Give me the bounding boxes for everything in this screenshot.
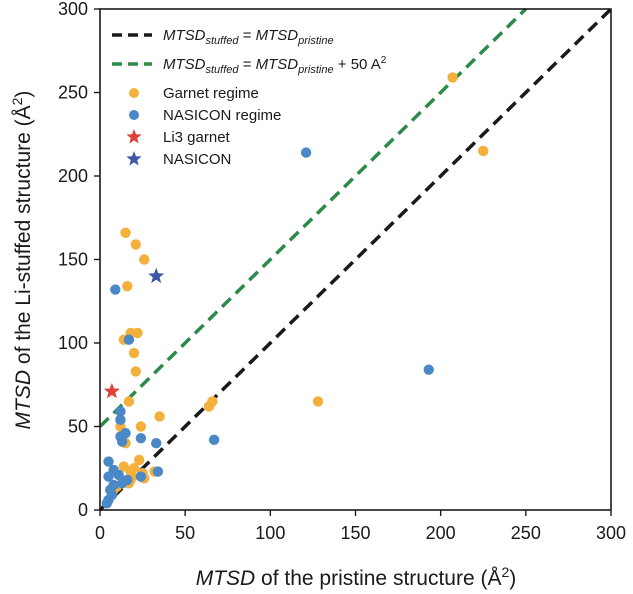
- svg-text:Garnet regime: Garnet regime: [163, 85, 259, 102]
- point-nasicon-regime-3: [423, 364, 434, 375]
- x-tick-label-150: 150: [340, 523, 370, 543]
- point-li3-garnet-0: [103, 382, 120, 399]
- x-axis-ticks: 0 50 100 150 200 250 300: [95, 510, 626, 543]
- point-nasicon-regime-8: [116, 436, 128, 447]
- y-axis-ticks: 0 50 100 150 200 250 300: [58, 0, 100, 520]
- point-nasicon-regime-10: [208, 434, 220, 446]
- y-tick-label-300: 300: [58, 0, 88, 19]
- svg-text:MTSDstuffed = MTSDpristine + 5: MTSDstuffed = MTSDpristine + 50 A2: [163, 55, 387, 76]
- x-tick-label-50: 50: [175, 523, 195, 543]
- legend-item-li3-garnet: Li3 garnet: [126, 129, 231, 146]
- svg-text:Li3 garnet: Li3 garnet: [163, 129, 231, 146]
- point-garnet-regime-14: [203, 401, 215, 412]
- point-nasicon-0: [148, 267, 165, 284]
- legend-item-nasicon-star: NASICON: [126, 151, 231, 168]
- legend: MTSDstuffed = MTSDpristine MTSDstuffed =…: [112, 27, 387, 168]
- point-garnet-regime-0: [447, 72, 458, 83]
- y-axis-label: MTSD of the Li-stuffed structure (Å2): [9, 91, 35, 430]
- point-garnet-regime-9: [128, 347, 140, 359]
- legend-item-nasicon-regime: NASICON regime: [129, 107, 281, 124]
- y-tick-label-100: 100: [58, 333, 88, 353]
- point-nasicon-regime-9: [151, 438, 162, 449]
- y-tick-label-200: 200: [58, 166, 88, 186]
- y-tick-label-0: 0: [78, 500, 88, 520]
- x-axis-label: MTSD of the pristine structure (Å2): [196, 564, 517, 590]
- svg-text:MTSDstuffed = MTSDpristine: MTSDstuffed = MTSDpristine: [163, 27, 334, 47]
- x-tick-label-0: 0: [95, 523, 105, 543]
- x-tick-label-200: 200: [426, 523, 456, 543]
- legend-item-garnet-regime: Garnet regime: [129, 85, 259, 102]
- point-nasicon-regime-22: [101, 498, 113, 509]
- point-garnet-regime-12: [312, 396, 324, 407]
- svg-text:NASICON: NASICON: [163, 151, 231, 168]
- x-tick-label-300: 300: [596, 523, 626, 543]
- line-identity: [98, 7, 613, 512]
- point-nasicon-regime-16: [152, 466, 164, 477]
- point-nasicon-regime-24: [122, 474, 133, 486]
- x-tick-label-100: 100: [255, 523, 285, 543]
- point-garnet-regime-4: [139, 254, 150, 265]
- point-garnet-regime-10: [130, 366, 141, 377]
- point-garnet-regime-2: [120, 227, 131, 238]
- point-garnet-regime-3: [130, 239, 141, 250]
- point-nasicon-regime-11: [135, 432, 147, 444]
- y-tick-label-250: 250: [58, 83, 88, 103]
- legend-item-offset-line: MTSDstuffed = MTSDpristine + 50 A2: [112, 55, 387, 76]
- point-nasicon-regime-15: [113, 469, 124, 481]
- data-points: [101, 72, 489, 509]
- point-nasicon-regime-2: [123, 334, 135, 345]
- point-nasicon-regime-1: [110, 284, 121, 295]
- legend-item-identity-line: MTSDstuffed = MTSDpristine: [112, 27, 334, 47]
- x-tick-label-250: 250: [511, 523, 541, 543]
- point-garnet-regime-17: [135, 421, 147, 432]
- point-garnet-regime-19: [133, 454, 145, 466]
- y-tick-label-50: 50: [68, 417, 88, 437]
- point-garnet-regime-1: [478, 145, 489, 157]
- point-garnet-regime-29: [125, 466, 136, 477]
- point-nasicon-regime-5: [115, 414, 126, 426]
- point-nasicon-regime-12: [103, 456, 114, 467]
- point-nasicon-regime-0: [300, 147, 312, 158]
- y-tick-label-150: 150: [58, 250, 88, 270]
- svg-text:NASICON regime: NASICON regime: [163, 107, 281, 124]
- point-nasicon-regime-23: [135, 471, 147, 482]
- point-garnet-regime-11: [123, 396, 135, 407]
- point-garnet-regime-7: [132, 327, 143, 339]
- point-garnet-regime-5: [122, 281, 133, 292]
- point-garnet-regime-15: [154, 411, 165, 422]
- point-nasicon-regime-14: [103, 471, 114, 482]
- point-nasicon-regime-4: [115, 406, 126, 417]
